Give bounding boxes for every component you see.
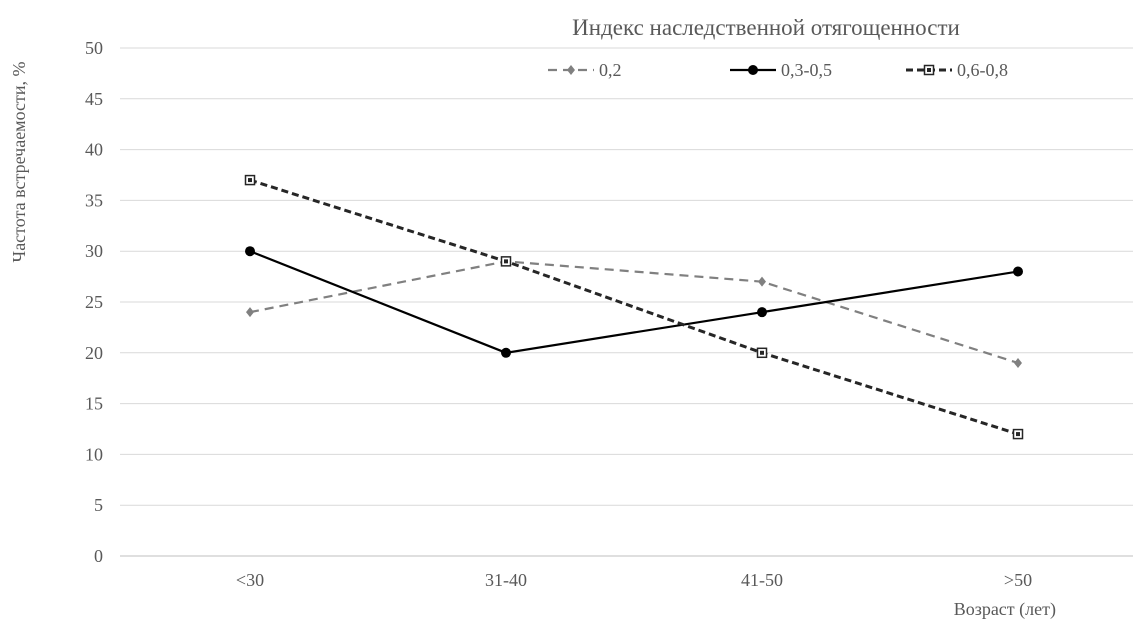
series [246, 256, 1022, 368]
legend-item: 0,6-0,8 [906, 60, 1008, 80]
series-line [249, 260, 1019, 365]
y-tick-label: 15 [85, 394, 103, 414]
x-axis-label: Возраст (лет) [954, 599, 1056, 619]
data-point [748, 65, 758, 75]
series-line [249, 250, 1019, 354]
data-point-center [248, 178, 252, 183]
legend-item: 0,3-0,5 [730, 60, 832, 80]
series [244, 174, 1024, 440]
legend-item: 0,2 [548, 60, 622, 80]
data-point [1014, 357, 1022, 368]
data-point-center [1016, 432, 1020, 437]
data-point [757, 307, 767, 318]
y-tick-label: 50 [85, 38, 103, 58]
series [245, 246, 1023, 358]
y-tick-label: 10 [85, 444, 103, 464]
x-tick-label: 41-50 [741, 570, 783, 590]
y-tick-label: 25 [85, 292, 103, 312]
y-axis-ticks: 0 5 10 15 20 25 30 35 40 45 50 [85, 38, 103, 566]
legend: 0,2 0,3-0,5 0,6-0,8 [548, 60, 1008, 80]
legend-label: 0,2 [599, 60, 622, 80]
x-axis-ticks: <30 31-40 41-50 >50 [236, 570, 1032, 590]
data-point [245, 246, 255, 257]
data-point [501, 347, 511, 358]
y-tick-label: 30 [85, 241, 103, 261]
y-tick-label: 0 [94, 546, 103, 566]
x-tick-label: 31-40 [485, 570, 527, 590]
series-group [244, 174, 1024, 440]
y-tick-label: 35 [85, 190, 103, 210]
legend-title: Индекс наследственной отягощенности [572, 15, 960, 40]
data-point [567, 65, 575, 75]
legend-label: 0,3-0,5 [781, 60, 832, 80]
data-point [758, 276, 766, 287]
gridlines [120, 47, 1133, 557]
legend-label: 0,6-0,8 [957, 60, 1008, 80]
data-point-center [760, 350, 764, 355]
y-tick-label: 20 [85, 343, 103, 363]
data-point-center [927, 68, 931, 72]
series-line [249, 178, 1019, 436]
y-axis-label: Частота встречаемости, % [9, 61, 29, 262]
y-tick-label: 45 [85, 89, 103, 109]
y-tick-label: 40 [85, 140, 103, 160]
data-point [1013, 266, 1023, 277]
x-tick-label: <30 [236, 570, 264, 590]
y-tick-label: 5 [94, 495, 103, 515]
x-tick-label: >50 [1004, 570, 1032, 590]
data-point-center [504, 259, 508, 264]
data-point [246, 307, 254, 318]
